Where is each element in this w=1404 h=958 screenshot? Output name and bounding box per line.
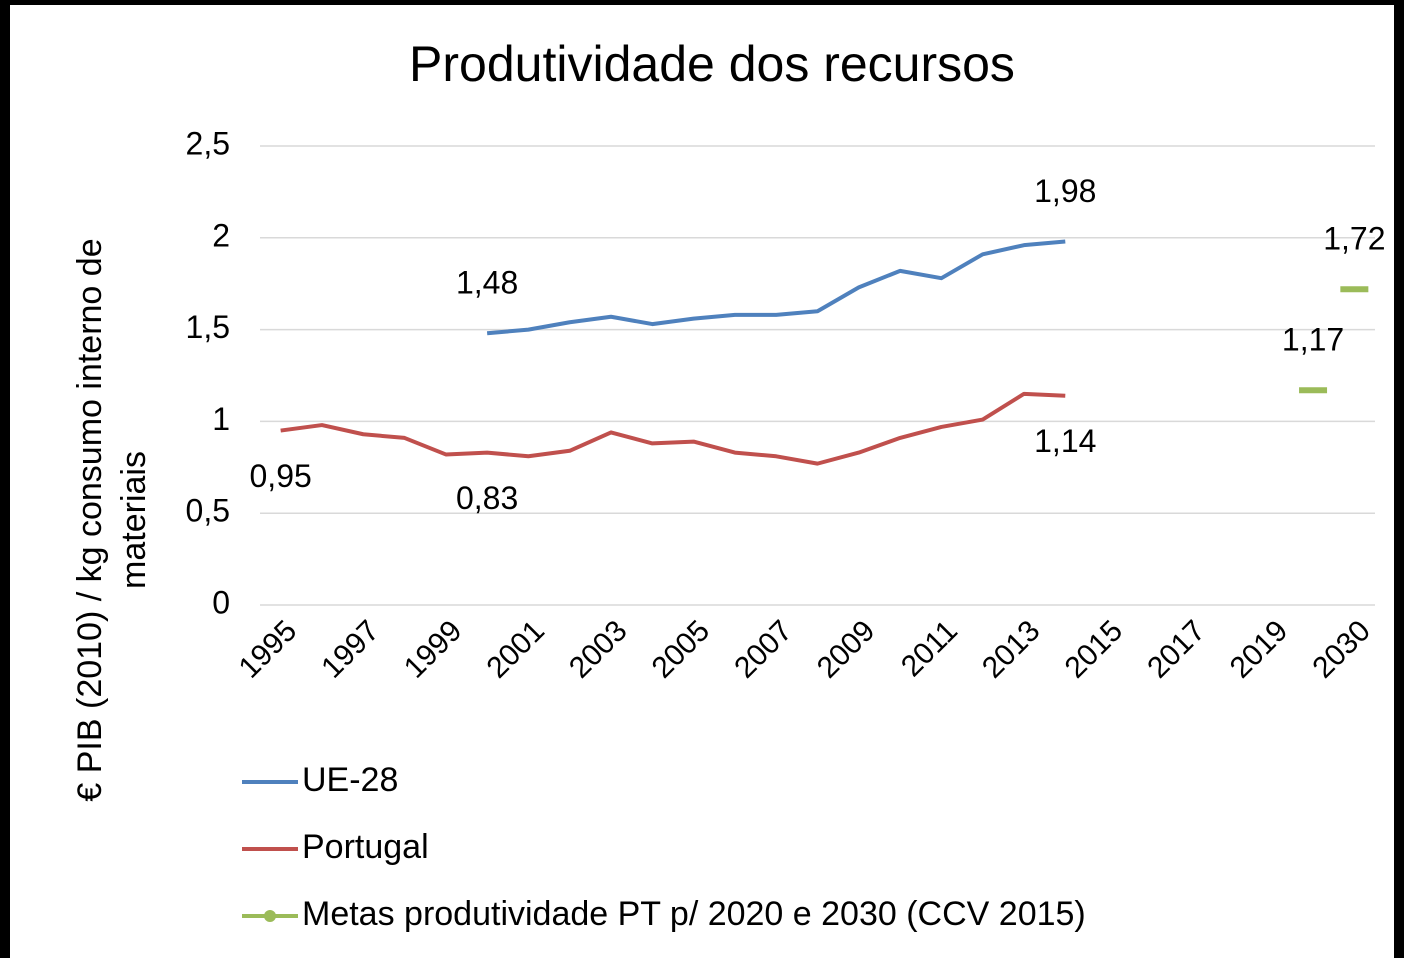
data-label: 1,72 (1323, 221, 1385, 257)
y-tick-label: 1 (212, 401, 230, 437)
y-tick-label: 1,5 (186, 309, 230, 345)
y-tick-label: 2,5 (186, 125, 230, 161)
legend-label: UE-28 (302, 761, 398, 799)
y-axis-title-line: € PIB (2010) / kg consumo interno de (71, 238, 109, 801)
y-tick-label: 0 (212, 584, 230, 620)
series-line (486, 239, 1066, 336)
legend-label: Portugal (302, 828, 429, 866)
data-label: 1,98 (1034, 173, 1096, 209)
legend-label: Metas produtividade PT p/ 2020 e 2030 (C… (302, 895, 1086, 933)
legend-marker (264, 910, 276, 922)
data-label: 0,95 (250, 458, 312, 494)
data-label: 0,83 (456, 480, 518, 516)
y-axis-title-line: materiais (115, 451, 153, 589)
data-label: 1,14 (1034, 423, 1096, 459)
chart-background (10, 5, 1394, 958)
data-label: 1,17 (1282, 322, 1344, 358)
chart-title: Produtividade dos recursos (409, 36, 1015, 92)
data-label: 1,48 (456, 265, 518, 301)
y-tick-label: 0,5 (186, 493, 230, 529)
series-line (280, 391, 1066, 466)
y-axis-title: € PIB (2010) / kg consumo interno de mat… (71, 238, 153, 801)
y-tick-label: 2 (212, 217, 230, 253)
